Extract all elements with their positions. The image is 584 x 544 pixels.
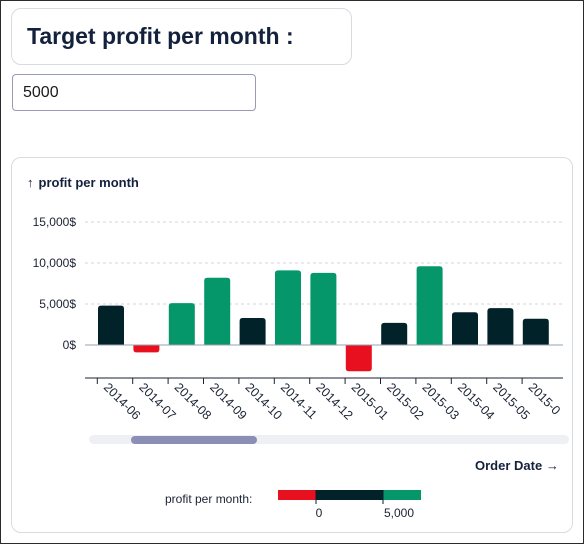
bar-2015-02 bbox=[381, 322, 408, 345]
legend-tick-high: 5,000 bbox=[383, 506, 415, 520]
bar-2014-11 bbox=[275, 270, 301, 345]
arrow-right-icon: → bbox=[545, 458, 559, 473]
bar-2014-07 bbox=[133, 345, 160, 353]
legend-ticks bbox=[315, 490, 384, 504]
legend-swatch-below-target bbox=[316, 490, 383, 500]
x-scrollbar-track[interactable] bbox=[89, 435, 569, 444]
x-scrollbar-thumb[interactable] bbox=[131, 436, 257, 444]
x-axis-sort-label: Order Date bbox=[475, 458, 543, 473]
bar-2014-09 bbox=[204, 277, 231, 345]
bar-2015-03 bbox=[416, 266, 443, 345]
bar-2015-06 bbox=[522, 318, 549, 345]
page-title: Target profit per month : bbox=[27, 23, 294, 49]
bar-2014-08 bbox=[168, 303, 195, 345]
bar-2015-05 bbox=[487, 308, 514, 345]
bar-2014-10 bbox=[239, 317, 266, 345]
y-tick-label: 10,000$ bbox=[33, 256, 77, 270]
bar-2015-04 bbox=[452, 312, 478, 345]
y-axis-sort-button[interactable]: ↑ profit per month bbox=[27, 175, 139, 190]
arrow-up-icon: ↑ bbox=[27, 175, 34, 190]
legend-title: profit per month: bbox=[165, 492, 253, 506]
legend-swatch-below-zero bbox=[278, 490, 316, 500]
x-axis-sort-button[interactable]: Order Date → bbox=[475, 458, 559, 473]
title-card: Target profit per month : bbox=[11, 8, 352, 65]
legend-swatch-above-target bbox=[383, 490, 421, 500]
bar-2014-12 bbox=[310, 272, 337, 345]
y-tick-label: 0$ bbox=[63, 338, 77, 352]
bar-chart[interactable]: 0$5,000$10,000$15,000$2014-062014-072014… bbox=[12, 158, 573, 533]
legend-tick-low: 0 bbox=[315, 506, 323, 520]
target-profit-input[interactable] bbox=[12, 74, 256, 111]
y-tick-label: 5,000$ bbox=[39, 297, 76, 311]
y-tick-label: 15,000$ bbox=[33, 215, 77, 229]
bar-2015-01 bbox=[345, 345, 372, 372]
y-axis-sort-label: profit per month bbox=[38, 175, 139, 190]
bar-2014-06 bbox=[98, 305, 124, 345]
chart-card: ↑ profit per month 0$ 5,000$ 10,000$ 15,000$… bbox=[11, 157, 573, 533]
